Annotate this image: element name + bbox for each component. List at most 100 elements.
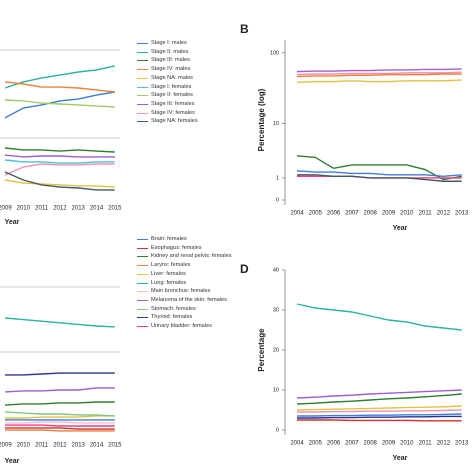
legend-item: Stage III: males (137, 57, 235, 63)
series-line (4, 317, 115, 328)
x-tick-label: 2010 (400, 211, 414, 217)
x-tick-label: 2013 (455, 441, 469, 447)
legend-swatch (137, 60, 148, 62)
legend-swatch (137, 86, 148, 88)
legend-item: Urinary bladder: females (137, 323, 235, 329)
legend-swatch (137, 282, 148, 284)
series-line (296, 303, 462, 331)
legend-swatch (137, 317, 148, 319)
legend-label: Stomach: females (151, 305, 196, 312)
legend-label: Kidney and renal pelvis: females (151, 253, 232, 260)
x-tick-label: 2011 (419, 211, 433, 217)
legend-item: Stomach: females (137, 306, 235, 312)
x-tick-label: 2004 (290, 441, 304, 447)
legend-swatch (137, 256, 148, 258)
legend-swatch (137, 103, 148, 105)
series-line (5, 427, 115, 430)
y-tick-label: 100 (270, 50, 279, 56)
x-tick-label: 2014 (90, 206, 104, 212)
y-tick-label: 30 (273, 307, 279, 313)
x-tick-label: 2004 (290, 211, 304, 217)
series-line (4, 179, 115, 188)
legend-swatch (137, 247, 148, 249)
series-line (5, 424, 115, 427)
legend-label: Esophagus: females (151, 244, 202, 251)
legend-label: Stage I: males (151, 40, 187, 46)
legend-item: Stage II: males (137, 49, 235, 55)
legend-swatch (137, 43, 148, 44)
legend-swatch (137, 291, 148, 293)
x-tick-label: 2008 (364, 441, 378, 447)
legend-label: Urinary bladder: females (151, 323, 212, 330)
x-tick-label: 2010 (400, 441, 414, 447)
x-tick-label: 2013 (455, 211, 469, 217)
x-tick-label: 2011 (419, 441, 433, 447)
legend-label: Stage IV: males (151, 66, 191, 73)
legend-swatch (137, 326, 148, 328)
series-line (296, 393, 462, 405)
legend-label: Stage NA: females (151, 118, 198, 125)
legend-swatch (137, 51, 148, 53)
legend-swatch (137, 299, 148, 301)
legend-label: Stage III: females (151, 100, 195, 107)
legend-label: Stage III: males (151, 57, 190, 64)
x-tick-label: 2005 (309, 211, 323, 217)
legend-item: Melanoma of the skin: females (137, 297, 235, 303)
series-line (5, 429, 115, 432)
legend-label: Stage IV: females (151, 109, 195, 116)
legend-swatch (137, 265, 148, 267)
legend-item: Lung: females (137, 280, 235, 286)
legend-item: Stage II: females (137, 92, 235, 98)
series-line (297, 415, 462, 419)
series-line (4, 159, 115, 164)
y-tick-label: 20 (273, 347, 279, 353)
legend-label: Lung: females (151, 279, 187, 286)
panel-label: B (240, 22, 249, 36)
x-tick-label: 2010 (17, 206, 31, 212)
series-line (4, 171, 115, 191)
legend-swatch (137, 308, 148, 310)
series-line (296, 68, 462, 73)
series-line (4, 99, 115, 108)
legend-item: Brain: females (137, 236, 235, 242)
x-tick-label: 2012 (437, 211, 451, 217)
legend-label: Larynx: females (151, 262, 191, 269)
legend-item: Kidney and renal pelvis: females (137, 253, 235, 259)
series-line (4, 163, 115, 176)
series-line (296, 405, 462, 411)
x-axis-label: Year (5, 219, 20, 226)
x-tick-label: 2013 (72, 443, 86, 449)
legend-label: Stage I: females (151, 83, 192, 90)
x-tick-label: 2011 (35, 206, 49, 212)
x-tick-label: 2009 (382, 441, 396, 447)
x-tick-label: 2005 (309, 441, 323, 447)
series-line (297, 419, 462, 422)
y-tick-label: 10 (273, 387, 279, 393)
panel-label: D (240, 262, 249, 276)
y-tick-label: 1 (276, 175, 279, 181)
legend-swatch (137, 273, 148, 275)
legend-item: Stage III: females (137, 101, 235, 107)
legend-label: Stage II: females (151, 92, 193, 99)
legend-label: Stage II: males (151, 48, 189, 55)
legend-swatch (137, 239, 148, 240)
legend-item: Stage NA: females (137, 118, 235, 124)
y-tick-label: 10 (273, 121, 279, 127)
series-line (296, 170, 462, 178)
x-axis-label: Year (393, 225, 408, 232)
series-line (297, 413, 462, 417)
series-line (296, 73, 462, 78)
y-axis-label: Percentage (log) (257, 88, 266, 151)
legend: Brain: females Esophagus: females Kidney a… (137, 236, 235, 332)
series-line (4, 411, 115, 417)
series-line (5, 372, 115, 376)
legend-swatch (137, 95, 148, 97)
series-line (5, 421, 115, 424)
legend-item: Liver: females (137, 271, 235, 277)
legend-item: Stage I: males (137, 40, 235, 46)
series-line (296, 79, 462, 84)
legend-label: Main bronchus: females (151, 288, 211, 295)
series-line (297, 409, 462, 413)
